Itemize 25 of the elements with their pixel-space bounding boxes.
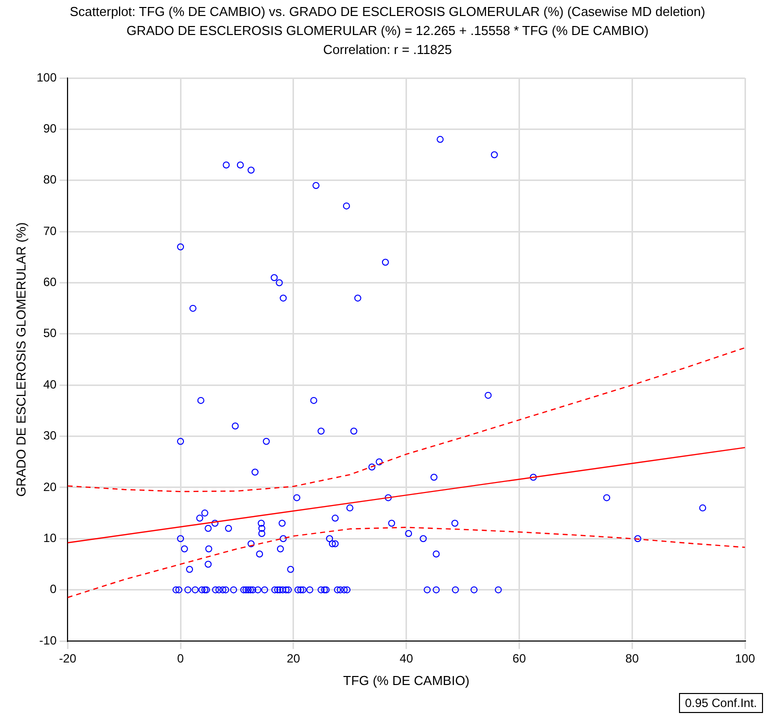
y-tick-label: 90 [43,121,57,136]
x-tick-label: -20 [58,652,77,666]
y-tick-label: -10 [39,633,57,648]
chart-subtitle: GRADO DE ESCLEROSIS GLOMERULAR (%) = 12.265 + .15558 * TFG (% DE CAMBIO) [125,23,650,38]
y-axis-title: GRADO DE ESCLEROSIS GLOMERULAR (%) [13,222,28,497]
x-tick-label: 80 [625,652,640,666]
x-axis-title: TFG (% DE CAMBIO) [343,672,470,688]
y-tick-label: 0 [50,582,57,596]
x-tick-label: 0 [177,652,184,666]
y-tick-label: 80 [43,172,57,187]
x-tick-label: 20 [286,652,300,666]
chart-title: Scatterplot: TFG (% DE CAMBIO) vs. GRADO DE ESCLEROSIS GLOMERULAR (%) (Casewise MD deletion) [68,4,706,19]
y-tick-label: 50 [43,326,57,340]
text: 0.95 Conf.Int. [678,693,763,713]
y-tick-label: 40 [43,377,57,392]
x-tick-label: 40 [400,652,414,666]
y-tick-label: 30 [43,428,57,443]
y-tick-label: 100 [36,70,57,84]
y-tick-label: 60 [43,275,57,290]
y-tick-label: 20 [43,480,57,494]
y-tick-label: 70 [43,224,57,238]
y-tick-label: 10 [43,530,57,545]
x-tick-label: 60 [512,652,526,666]
x-tick-label: 100 [734,652,756,666]
text: Correlation: r = .11825 [322,42,453,57]
